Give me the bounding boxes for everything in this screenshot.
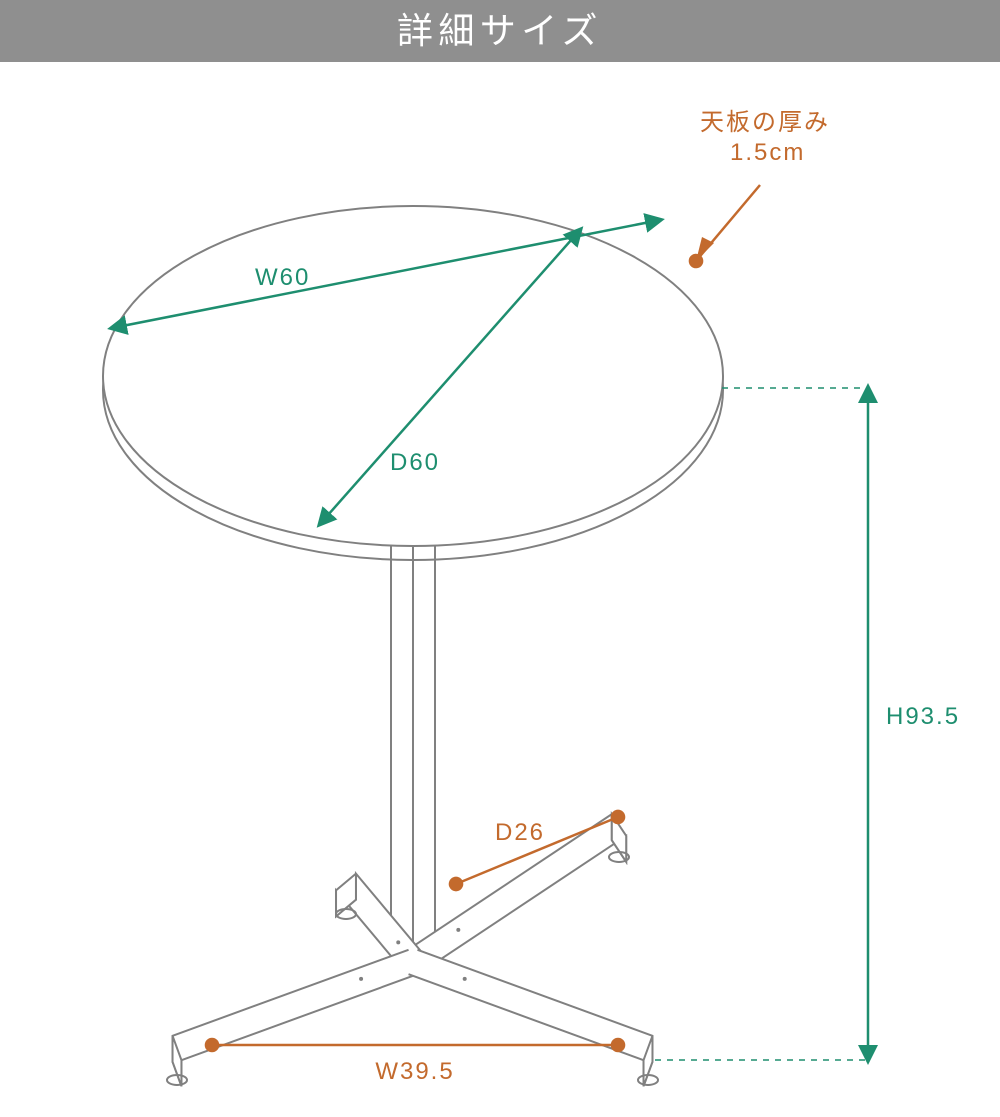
base-leg-front-right-screw — [463, 977, 467, 981]
header-banner: 詳細サイズ — [0, 0, 1000, 62]
label-thickness-2: 1.5cm — [730, 139, 805, 166]
label-w395: W39.5 — [375, 1058, 454, 1085]
base-leg-front-left-screw — [359, 977, 363, 981]
table-top — [103, 206, 723, 546]
base-leg-back-left-screw — [396, 940, 400, 944]
label-d60: D60 — [390, 449, 440, 476]
label-thickness-1: 天板の厚み — [700, 109, 830, 136]
label-h935: H93.5 — [886, 703, 960, 730]
base-leg-back-right-cap — [612, 814, 626, 862]
callout-thickness-arrowhead — [696, 237, 714, 261]
header-title: 詳細サイズ — [397, 10, 603, 51]
base-leg-back-right-screw — [456, 928, 460, 932]
label-d26: D26 — [495, 819, 545, 846]
dimension-diagram: W60 D60 天板の厚み 1.5cm D26 W39.5 H93.5 — [0, 62, 1000, 1117]
label-w60: W60 — [255, 264, 310, 291]
